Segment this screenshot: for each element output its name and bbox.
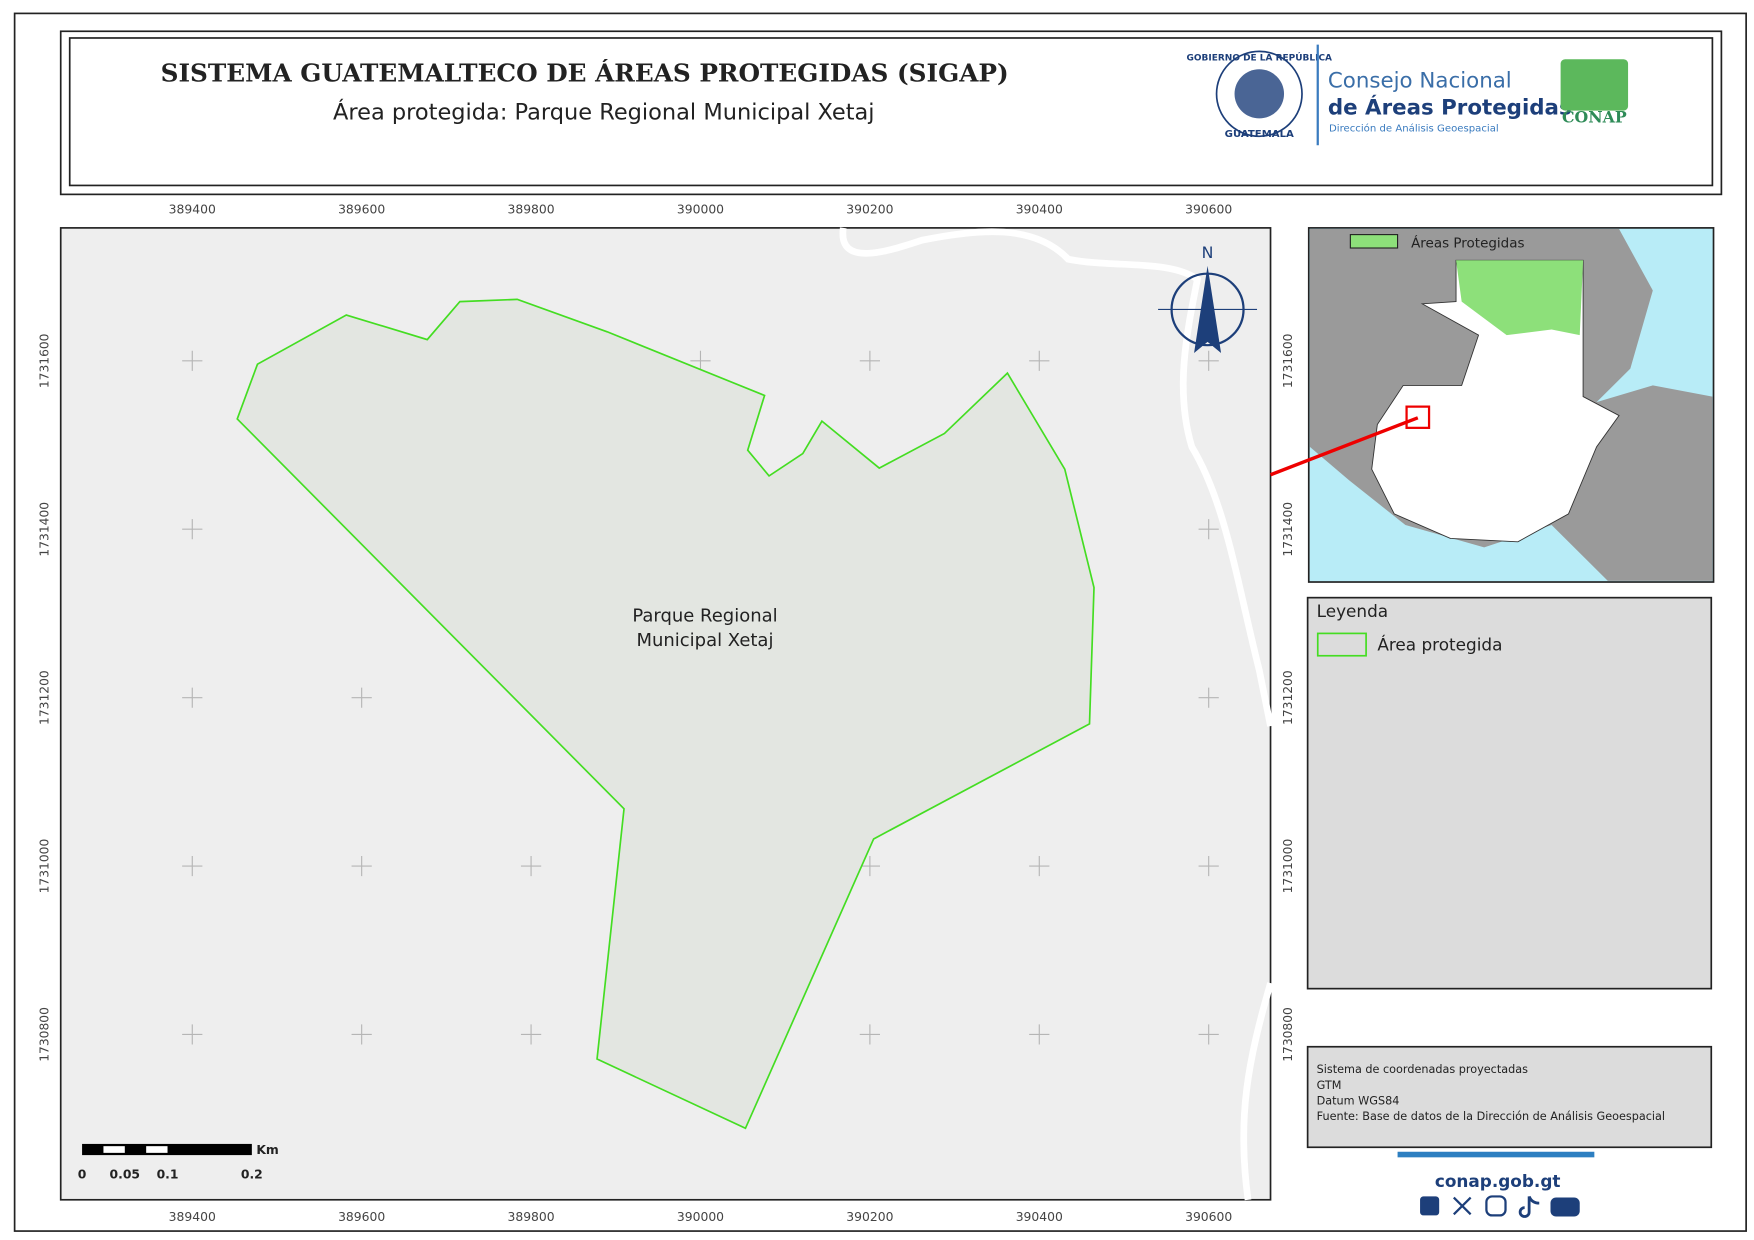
social-icon: [1420, 1196, 1440, 1216]
area-label: Parque Regional: [632, 606, 777, 627]
inset-legend-label: Áreas Protegidas: [1411, 235, 1524, 252]
grid-cross: [182, 1024, 203, 1045]
legend-title: Leyenda: [1317, 601, 1389, 621]
x-tick-label: 390200: [846, 1210, 893, 1224]
info-frame: [1306, 1045, 1713, 1149]
title: SISTEMA GUATEMALTECO DE ÁREAS PROTEGIDAS…: [161, 58, 1009, 87]
north-label: N: [1202, 243, 1214, 262]
y-tick-label: 1731400: [37, 502, 51, 557]
subtitle: Área protegida: Parque Regional Municipa…: [333, 97, 875, 125]
info-line: Fuente: Base de datos de la Dirección de…: [1317, 1110, 1665, 1123]
x-tick-label: 390600: [1185, 1210, 1232, 1224]
grid-cross: [520, 1024, 542, 1045]
legend-item: Área protegida: [1377, 634, 1502, 655]
seal-top: GOBIERNO DE LA REPÚBLICA: [1187, 52, 1333, 64]
scale-label: 0: [78, 1168, 87, 1182]
grid-cross: [1029, 855, 1050, 877]
north-arrow: [1194, 265, 1222, 354]
y-tick-label: 1731400: [1281, 502, 1295, 557]
x-tick-label: 389600: [338, 1210, 385, 1224]
scale-label: 0.2: [241, 1168, 263, 1182]
scale-unit: Km: [256, 1143, 278, 1157]
council-line2: de Áreas Protegidas: [1328, 94, 1572, 120]
x-tick-label: 390400: [1016, 203, 1063, 217]
grid-cross: [859, 350, 880, 371]
x-tick-label: 390200: [846, 203, 893, 217]
x-tick-label: 390400: [1016, 1210, 1063, 1224]
y-tick-label: 1731200: [1281, 670, 1295, 725]
scale-bar-segment: [103, 1146, 125, 1153]
conap-logo: [1560, 59, 1629, 111]
x-tick-label: 390600: [1185, 203, 1232, 217]
inset-locator: [1405, 405, 1431, 429]
x-tick-label: 389400: [169, 1210, 216, 1224]
y-tick-label: 1731000: [1281, 839, 1295, 894]
x-tick-label: 389800: [507, 1210, 554, 1224]
grid-cross: [1029, 350, 1050, 371]
grid-cross: [690, 350, 711, 371]
x-tick-label: 390000: [677, 203, 724, 217]
grid-cross: [859, 855, 880, 877]
page-frame: [13, 12, 1747, 1232]
grid-cross: [182, 687, 203, 708]
grid-cross: [520, 855, 542, 877]
footer-url: conap.gob.gt: [1435, 1171, 1561, 1191]
council-line1: Consejo Nacional: [1328, 69, 1512, 94]
grid-cross: [1198, 687, 1219, 708]
grid-cross: [182, 350, 203, 371]
grid-cross: [859, 1024, 880, 1045]
grid-cross: [182, 855, 203, 877]
x-tick-label: 389600: [338, 203, 385, 217]
conap-text: CONAP: [1562, 107, 1627, 126]
social-icon: [1550, 1197, 1580, 1217]
road: [839, 227, 1274, 1201]
scale-label: 0.05: [110, 1168, 140, 1182]
seal: [1215, 50, 1303, 138]
info-line: Sistema de coordenadas proyectadas: [1317, 1063, 1529, 1076]
y-tick-label: 1730800: [37, 1007, 51, 1062]
y-tick-label: 1731600: [37, 333, 51, 388]
grid-cross: [1029, 1024, 1050, 1045]
grid-cross: [1198, 855, 1219, 877]
grid-cross: [351, 687, 372, 708]
grid-cross: [1198, 519, 1219, 540]
footer-bar: [1397, 1151, 1595, 1158]
x-tick-label: 389400: [169, 203, 216, 217]
grid-cross: [1198, 350, 1219, 371]
social-icon: [1485, 1195, 1507, 1217]
seal-bottom: GUATEMALA: [1225, 129, 1294, 140]
header-frame: [59, 30, 1723, 196]
grid-cross: [351, 855, 372, 877]
inset-protected: [1456, 260, 1584, 336]
inset-legend-swatch: [1349, 234, 1399, 249]
x-tick-label: 389800: [507, 203, 554, 217]
y-tick-label: 1731600: [1281, 333, 1295, 388]
grid-cross: [182, 519, 203, 540]
social-icon: [1518, 1195, 1540, 1218]
seal-emblem: [1234, 69, 1285, 119]
info-line: Datum WGS84: [1317, 1095, 1400, 1108]
grid-cross: [1198, 1024, 1219, 1045]
header-inner-frame: [68, 37, 1714, 187]
area-label: Municipal Xetaj: [636, 630, 773, 651]
y-tick-label: 1730800: [1281, 1007, 1295, 1062]
info-line: GTM: [1317, 1079, 1342, 1092]
locator-line: [1269, 416, 1419, 477]
scale-label: 0.1: [157, 1168, 179, 1182]
social-icon: [1453, 1196, 1472, 1216]
y-tick-label: 1731000: [37, 839, 51, 894]
scale-bar-segment: [146, 1146, 168, 1153]
x-tick-label: 390000: [677, 1210, 724, 1224]
protected-area: [236, 298, 1095, 1130]
legend-swatch: [1316, 632, 1367, 657]
y-tick-label: 1731200: [37, 670, 51, 725]
council-line3: Dirección de Análisis Geoespacial: [1329, 122, 1499, 134]
grid-cross: [351, 1024, 372, 1045]
legend-frame: [1306, 596, 1713, 990]
